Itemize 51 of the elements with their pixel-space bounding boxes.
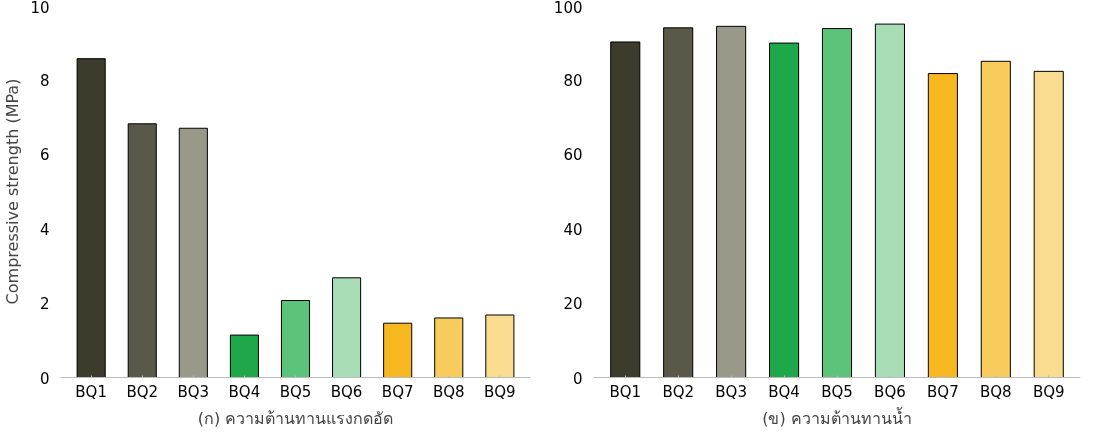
y-tick-label: 10: [30, 0, 50, 17]
x-tick-label: BQ5: [279, 382, 312, 401]
y-tick-label: 0: [572, 369, 583, 388]
bar: [663, 27, 694, 378]
x-tick-label: BQ1: [75, 382, 107, 401]
y-tick-label: 40: [563, 220, 583, 239]
y-tick-label: 0: [39, 369, 50, 388]
bar: [383, 322, 413, 378]
bar: [769, 42, 800, 378]
bar: [874, 23, 905, 378]
bar: [332, 277, 362, 378]
y-tick-label: 20: [563, 295, 583, 314]
bar: [980, 60, 1011, 378]
x-tick-label: BQ2: [126, 382, 159, 401]
bar: [178, 127, 208, 378]
x-tick-label: BQ9: [484, 382, 516, 401]
y-tick-label: 60: [563, 146, 583, 165]
bar: [821, 28, 853, 378]
bar: [927, 73, 958, 378]
bar: [716, 25, 747, 378]
x-tick-label: BQ6: [874, 382, 906, 401]
bar: [434, 317, 464, 378]
bar: [76, 58, 106, 378]
x-tick-label: BQ4: [768, 382, 800, 401]
x-tick-label: BQ6: [330, 382, 363, 401]
y-tick-label: 4: [39, 220, 50, 239]
x-tick-label: BQ7: [927, 382, 959, 401]
x-tick-label: BQ7: [381, 382, 414, 401]
bar: [1033, 70, 1064, 378]
y-tick-label: 6: [39, 146, 50, 165]
x-tick-label: BQ3: [715, 382, 747, 401]
y-tick-label: 8: [39, 71, 50, 90]
bar: [127, 123, 157, 378]
x-tick-label: BQ4: [228, 382, 261, 401]
y-axis-title: Compressive strength (MPa): [3, 78, 23, 305]
bar: [229, 334, 259, 378]
x-tick-label: BQ3: [177, 382, 210, 401]
x-axis-title: (ข) ความต้านทานน้ำ: [762, 406, 912, 428]
x-tick-label: BQ8: [979, 382, 1012, 401]
bar: [610, 41, 641, 378]
x-tick-label: BQ9: [1032, 382, 1065, 401]
x-tick-label: BQ1: [609, 382, 642, 401]
x-tick-label: BQ8: [432, 382, 465, 401]
y-tick-label: 2: [39, 295, 50, 314]
y-tick-label: 80: [563, 71, 583, 90]
y-tick-label: 100: [553, 0, 583, 17]
x-tick-label: BQ2: [662, 382, 695, 401]
x-tick-label: BQ5: [821, 382, 853, 401]
bar: [485, 314, 515, 378]
bar: [280, 300, 311, 378]
x-axis-title: (ก) ความต้านทานแรงกดอัด: [197, 408, 394, 428]
